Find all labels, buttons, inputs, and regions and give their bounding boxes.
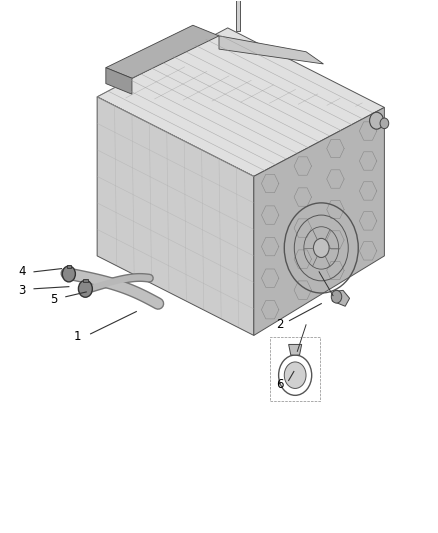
Polygon shape xyxy=(254,108,385,335)
Text: 6: 6 xyxy=(276,378,284,391)
Text: 3: 3 xyxy=(18,284,26,297)
Polygon shape xyxy=(289,344,302,355)
Circle shape xyxy=(284,362,306,389)
Text: 2: 2 xyxy=(276,318,284,332)
Polygon shape xyxy=(97,97,254,335)
Polygon shape xyxy=(219,36,323,64)
Circle shape xyxy=(314,238,329,257)
Bar xyxy=(83,279,88,282)
Polygon shape xyxy=(332,290,350,306)
Polygon shape xyxy=(97,28,385,176)
Bar xyxy=(67,265,71,268)
Text: 5: 5 xyxy=(50,293,57,306)
Circle shape xyxy=(380,118,389,128)
Circle shape xyxy=(62,266,75,282)
Text: 4: 4 xyxy=(18,265,26,278)
Circle shape xyxy=(331,290,342,303)
Circle shape xyxy=(370,112,384,129)
Text: 1: 1 xyxy=(74,330,81,343)
Polygon shape xyxy=(236,0,240,30)
Polygon shape xyxy=(106,68,132,94)
Circle shape xyxy=(78,280,92,297)
Polygon shape xyxy=(106,25,219,78)
